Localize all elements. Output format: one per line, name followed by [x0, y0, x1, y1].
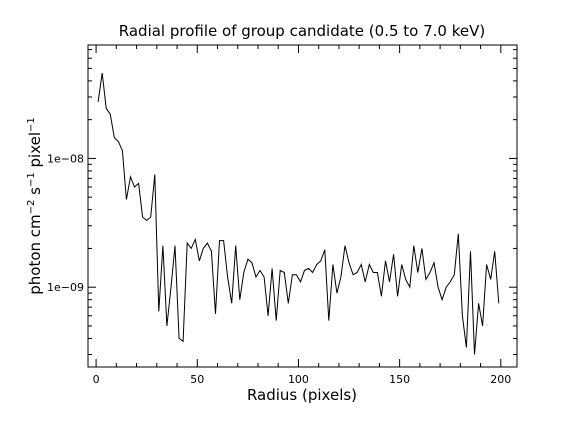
- series-group: [97, 73, 500, 355]
- x-tick-label: 0: [93, 373, 100, 386]
- y-tick-label: 1e−08: [47, 152, 84, 165]
- y-axis-label: photon cm−2 s−1 pixel−1: [26, 117, 44, 295]
- y-label-part-2: s: [26, 187, 44, 200]
- x-axis-ticks: 0 50 100 150 200: [93, 45, 511, 386]
- series-line-0: [97, 73, 500, 355]
- y-tick-label: 1e−09: [47, 281, 84, 294]
- y-axis-ticks: 1e−09 1e−08: [47, 49, 517, 356]
- x-tick-label: 50: [190, 373, 204, 386]
- chart-title: Radial profile of group candidate (0.5 t…: [119, 22, 485, 40]
- y-label-exp-2: −1: [26, 172, 37, 187]
- x-tick-label: 100: [288, 373, 309, 386]
- y-label-exp-1: −2: [26, 200, 37, 215]
- y-label-part-1: photon cm: [26, 214, 44, 294]
- x-tick-label: 200: [490, 373, 511, 386]
- y-label-part-3: pixel: [26, 132, 44, 172]
- plot-frame: [87, 44, 518, 368]
- y-label-exp-3: −1: [26, 117, 37, 132]
- x-tick-label: 150: [389, 373, 410, 386]
- x-axis-label: Radius (pixels): [247, 386, 357, 404]
